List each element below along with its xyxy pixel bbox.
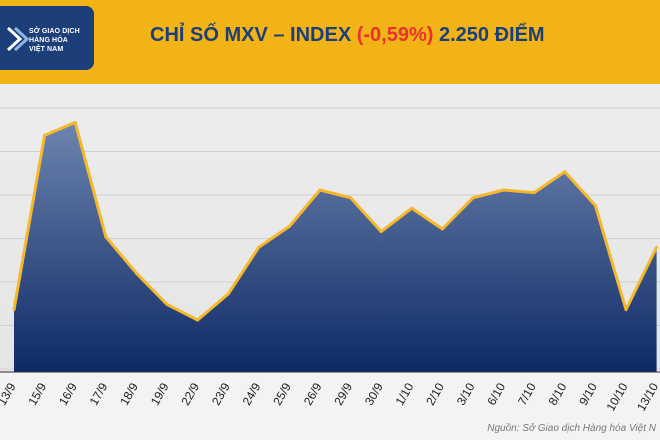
data-point-7-10 <box>532 191 536 195</box>
data-point-18-9 <box>134 271 138 275</box>
x-tick-label: 24/9 <box>240 380 264 408</box>
header-banner: SỞ GIAO DỊCH HÀNG HÓA VIỆT NAM CHỈ SỐ MX… <box>0 0 660 84</box>
data-point-8-10 <box>563 170 567 174</box>
data-point-16-9 <box>73 120 77 124</box>
x-tick-label: 17/9 <box>87 380 111 408</box>
data-point-3-10 <box>471 196 475 200</box>
x-tick-label: 8/10 <box>546 380 570 408</box>
x-tick-label: 30/9 <box>362 380 386 408</box>
x-tick-label: 23/9 <box>209 380 233 408</box>
x-axis-ticks: 13/9 15/9 16/9 17/9 18/9 19/9 22/9 23/9 24/9 25/9… <box>0 380 660 413</box>
x-tick-label: 18/9 <box>117 380 141 408</box>
x-tick-label: 10/10 <box>603 380 630 413</box>
x-tick-label: 29/9 <box>331 380 355 408</box>
x-tick-label: 6/10 <box>484 380 508 408</box>
logo-text-line-3: VIỆT NAM <box>29 46 64 53</box>
x-tick-label: 16/9 <box>56 380 80 408</box>
data-point-30-9 <box>379 230 383 234</box>
data-point-22-9 <box>196 318 200 322</box>
data-point-24-9 <box>257 245 261 249</box>
data-point-17-9 <box>104 235 108 239</box>
data-point-29-9 <box>349 196 353 200</box>
x-tick-label: 1/10 <box>393 380 417 408</box>
data-point-9-10 <box>593 204 597 208</box>
source-note: Nguồn: Sở Giao dịch Hàng hóa Việt N <box>487 423 656 434</box>
mxv-logo: SỞ GIAO DỊCH HÀNG HÓA VIỆT NAM <box>0 6 94 70</box>
logo-text-line-2: HÀNG HÓA <box>29 37 68 44</box>
x-tick-label: 13/9 <box>0 380 19 408</box>
data-point-25-9 <box>287 224 291 228</box>
x-tick-label: 19/9 <box>148 380 172 408</box>
x-tick-label: 9/10 <box>576 380 600 408</box>
data-point-6-10 <box>502 188 506 192</box>
data-point-13-9 <box>12 308 16 312</box>
data-point-23-9 <box>226 292 230 296</box>
data-point-2-10 <box>440 227 444 231</box>
x-tick-label: 13/10 <box>634 380 660 413</box>
x-tick-label: 3/10 <box>454 380 478 408</box>
x-tick-label: 26/9 <box>301 380 325 408</box>
x-tick-label: 22/9 <box>178 380 202 408</box>
data-point-26-9 <box>318 188 322 192</box>
x-tick-label: 2/10 <box>423 380 447 408</box>
title-change: (-0,59%) <box>356 24 434 46</box>
x-tick-label: 15/9 <box>25 380 49 408</box>
logo-text-line-1: SỞ GIAO DỊCH <box>29 28 80 35</box>
title-prefix: CHỈ SỐ MXV – INDEX <box>150 24 357 46</box>
title-suffix: 2.250 ĐIỂM <box>433 24 545 46</box>
series-line <box>12 120 658 322</box>
area-fill <box>14 122 657 373</box>
data-point-19-9 <box>165 302 169 306</box>
data-point-15-9 <box>43 133 47 137</box>
logo-chevron-icon <box>6 26 30 52</box>
x-tick-label: 25/9 <box>270 380 294 408</box>
data-point-1-10 <box>410 206 414 210</box>
data-point-10-10 <box>624 308 628 312</box>
x-tick-label: 7/10 <box>515 380 539 408</box>
data-point-13-10 <box>655 245 659 249</box>
chart-title: CHỈ SỐ MXV – INDEX (-0,59%) 2.250 ĐIỂM <box>150 24 630 47</box>
